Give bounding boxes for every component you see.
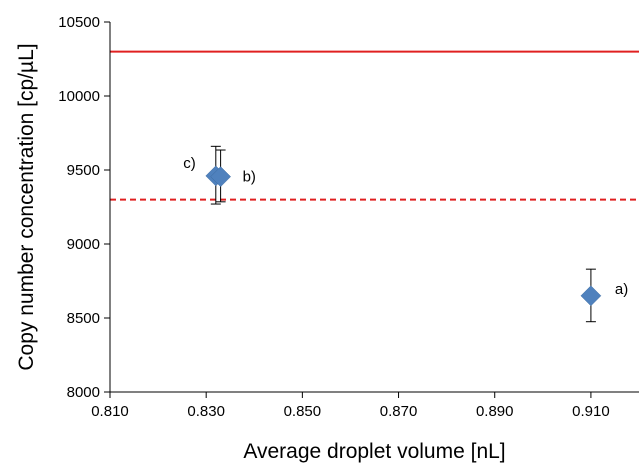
x-tick-label: 0.910 <box>572 403 610 420</box>
x-axis-title: Average droplet volume [nL] <box>243 440 505 463</box>
x-tick-label: 0.830 <box>187 403 225 420</box>
y-tick-label: 9500 <box>67 162 100 179</box>
axes <box>109 22 639 393</box>
data-point-marker <box>210 166 231 188</box>
data-point-label: b) <box>243 169 256 186</box>
data-points: c) b) a) <box>183 145 628 323</box>
data-point-label: a) <box>615 281 628 298</box>
y-tick-label: 10000 <box>58 88 100 105</box>
x-axis-ticks: 0.810 0.830 0.850 0.870 0.890 0.910 <box>91 392 610 420</box>
x-tick-label: 0.890 <box>476 403 514 420</box>
y-tick-label: 8000 <box>67 384 100 401</box>
y-tick-label: 10500 <box>58 14 100 31</box>
y-tick-label: 9000 <box>67 236 100 253</box>
y-axis-ticks: 8000 8500 9000 9500 10000 10500 <box>58 14 110 401</box>
y-tick-label: 8500 <box>67 310 100 327</box>
y-axis-title: Copy number concentration [cp/µL] <box>15 43 38 370</box>
data-point-marker <box>580 285 602 307</box>
x-tick-label: 0.810 <box>91 403 129 420</box>
data-point-label: c) <box>183 155 196 172</box>
x-tick-label: 0.870 <box>380 403 418 420</box>
x-tick-label: 0.850 <box>284 403 322 420</box>
reference-lines <box>110 50 639 201</box>
